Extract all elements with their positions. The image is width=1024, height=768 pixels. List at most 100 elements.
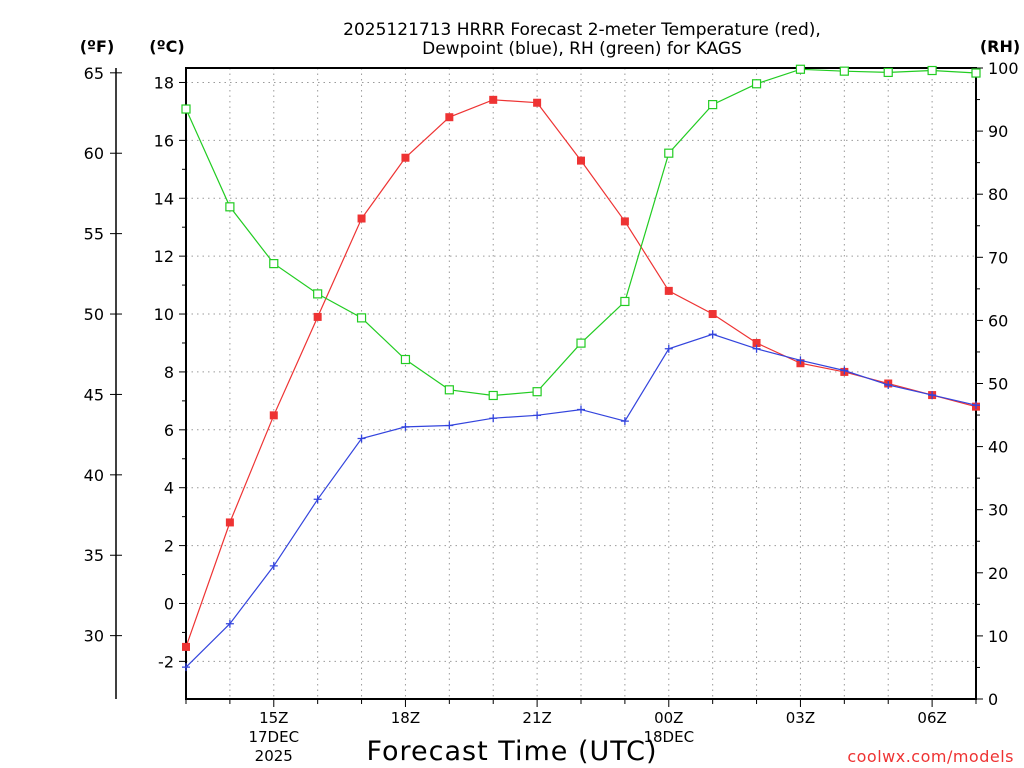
fahrenheit-tick-label: 30 — [84, 627, 104, 646]
relative-humidity-point — [225, 202, 235, 212]
fahrenheit-tick-label: 35 — [84, 546, 104, 565]
relative-humidity-point — [664, 148, 674, 158]
chart-titles: 2025121713 HRRR Forecast 2-meter Tempera… — [80, 20, 1020, 59]
dewpoint-point — [313, 495, 322, 504]
celsius-tick-label: 2 — [164, 537, 174, 556]
dewpoint-point — [225, 619, 234, 628]
dewpoint-point — [401, 422, 410, 431]
relative-humidity-point — [444, 385, 454, 395]
fahrenheit-tick-label: 40 — [84, 466, 104, 485]
relative-humidity-point — [181, 104, 191, 114]
dewpoint-point — [577, 405, 585, 414]
dewpoint-point — [269, 561, 278, 570]
relative-humidity-point — [620, 296, 630, 307]
fahrenheit-tick-label: 50 — [84, 305, 104, 324]
dewpoint-point — [708, 330, 717, 339]
rh-tick-label: 70 — [988, 248, 1008, 267]
2-meter-temperature-point — [357, 214, 366, 223]
dewpoint-point — [182, 663, 190, 672]
dewpoint-line — [185, 333, 977, 668]
2-meter-temperature-point — [269, 411, 278, 420]
credit-text: coolwx.com/models — [847, 747, 1014, 766]
relative-humidity-point — [356, 313, 367, 323]
x-tick-label: 03Z — [786, 709, 815, 727]
x-tick-label: 00Z — [654, 709, 683, 727]
dewpoint-point — [620, 417, 629, 426]
celsius-tick-label: 18 — [154, 73, 174, 92]
rh-tick-label: 60 — [988, 311, 1008, 330]
rh-tick-label: 10 — [988, 627, 1008, 646]
celsius-tick-label: 4 — [164, 479, 174, 498]
grid-lines — [186, 68, 976, 699]
relative-humidity-point — [400, 354, 411, 365]
2-meter-temperature-point — [489, 95, 498, 104]
rh-tick-label: 20 — [988, 564, 1008, 583]
rh-tick-label: 80 — [988, 185, 1008, 204]
x-tick-label: 06Z — [917, 709, 946, 727]
2-meter-temperature-point — [577, 156, 585, 165]
2-meter-temperature-point — [752, 338, 761, 347]
dewpoint-point — [840, 366, 849, 375]
relative-humidity-point — [313, 289, 323, 299]
celsius-tick-label: 6 — [164, 421, 174, 440]
x-tick-label: 21Z — [522, 709, 551, 727]
chart-footer: Forecast Time (UTC) coolwx.com/models — [366, 736, 1014, 767]
relative-humidity-point — [883, 67, 893, 78]
rh-unit-label: (RH) — [980, 37, 1020, 56]
relative-humidity-point — [971, 68, 981, 78]
relative-humidity-point — [751, 79, 762, 89]
2-meter-temperature-point — [620, 217, 629, 226]
2-meter-temperature-point — [664, 286, 673, 295]
celsius-tick-label: 12 — [154, 247, 174, 266]
dewpoint-point — [928, 391, 937, 400]
chart-title-line2: Dewpoint (blue), RH (green) for KAGS — [422, 39, 742, 59]
dewpoint-point — [664, 344, 673, 353]
dewpoint-point — [357, 434, 366, 443]
fahrenheit-tick-label: 65 — [84, 64, 104, 83]
relative-humidity-point — [839, 66, 849, 76]
relative-humidity-point — [795, 64, 806, 74]
2-meter-temperature-point — [708, 310, 717, 319]
relative-humidity-point — [488, 390, 498, 401]
x-tick-year-label: 2025 — [255, 747, 293, 765]
dewpoint-point — [884, 380, 893, 389]
celsius-unit-label: (ºC) — [149, 37, 184, 56]
rh-tick-label: 40 — [988, 438, 1008, 457]
celsius-tick-label: -2 — [158, 652, 174, 671]
rh-tick-label: 90 — [988, 122, 1008, 141]
rh-tick-label: 30 — [988, 501, 1008, 520]
dewpoint-point — [533, 411, 542, 420]
x-tick-label: 18Z — [391, 709, 420, 727]
celsius-tick-label: 10 — [154, 305, 174, 324]
fahrenheit-tick-label: 60 — [84, 144, 104, 163]
dewpoint-point — [972, 401, 980, 410]
dewpoint-series — [182, 330, 980, 672]
dewpoint-point — [489, 414, 498, 423]
relative-humidity-point — [708, 99, 718, 110]
2-meter-temperature-point — [182, 642, 190, 651]
relative-humidity-series — [181, 64, 981, 401]
dewpoint-point — [445, 421, 454, 430]
celsius-tick-label: 14 — [154, 189, 174, 208]
2-meter-temperature-line — [185, 99, 977, 648]
x-tick-date-label: 18DEC — [643, 728, 694, 746]
fahrenheit-tick-label: 55 — [84, 225, 104, 244]
2-meter-temperature-point — [533, 98, 542, 107]
dewpoint-point — [752, 344, 761, 353]
rh-tick-label: 100 — [988, 59, 1019, 78]
celsius-tick-label: 0 — [164, 594, 174, 613]
2-meter-temperature-point — [313, 312, 322, 321]
relative-humidity-point — [576, 338, 586, 348]
fahrenheit-unit-label: (ºF) — [80, 37, 115, 56]
dewpoint-point — [796, 356, 805, 365]
2-meter-temperature-point — [445, 113, 454, 122]
relative-humidity-point — [532, 387, 542, 397]
relative-humidity-point — [927, 65, 937, 76]
x-axis-title: Forecast Time (UTC) — [366, 736, 657, 767]
chart-title-line1: 2025121713 HRRR Forecast 2-meter Tempera… — [343, 20, 821, 40]
2-meter-temperature-point — [401, 153, 410, 162]
rh-tick-label: 0 — [988, 690, 998, 709]
fahrenheit-tick-label: 45 — [84, 385, 104, 404]
